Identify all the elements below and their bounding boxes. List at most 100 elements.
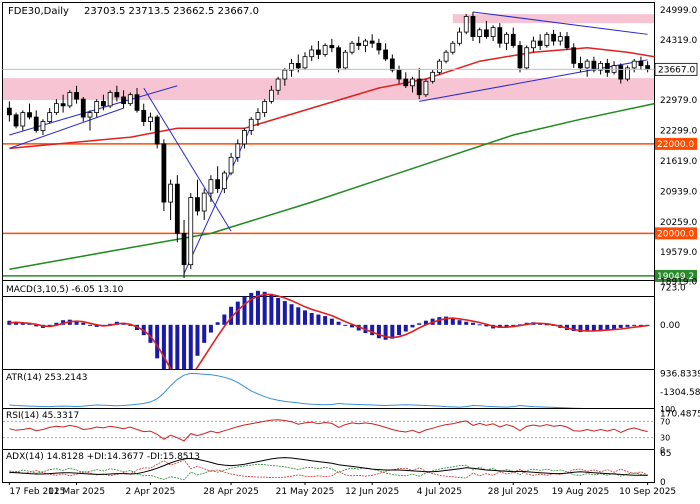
time-tick-label: 12 Jun 2025 — [345, 487, 399, 497]
macd-histogram-bar — [162, 325, 166, 374]
candle-down — [182, 233, 186, 264]
candle-down — [404, 79, 408, 86]
candle-up — [545, 34, 549, 45]
macd-histogram-bar — [296, 307, 300, 325]
candle-up — [343, 52, 347, 68]
candle-up — [558, 37, 562, 41]
candle-down — [484, 30, 488, 37]
macd-signal-line — [9, 294, 647, 380]
macd-histogram-bar — [222, 315, 226, 325]
price-tick-label: 20259.0 — [660, 218, 697, 228]
candle-down — [75, 92, 79, 99]
ohlc-readout: 23703.5 23713.5 23662.5 23667.0 — [84, 6, 259, 17]
candle-down — [115, 92, 119, 96]
candle-down — [572, 48, 576, 64]
macd-histogram-bar — [592, 325, 596, 331]
candle-up — [458, 32, 462, 43]
candle-down — [370, 41, 374, 43]
candle-up — [491, 28, 495, 37]
adx-axis: 650 — [660, 449, 671, 488]
macd-tick-label: 723.0 — [660, 284, 686, 294]
candle-up — [525, 48, 529, 68]
candle-up — [585, 61, 589, 68]
level-label: 20000.0 — [657, 229, 694, 239]
candle-up — [350, 43, 354, 52]
rsi-tick-label: 30 — [660, 434, 670, 443]
candle-down — [142, 110, 146, 121]
rsi-pane-frame — [3, 409, 655, 451]
candle-up — [437, 61, 441, 72]
resistance-band — [3, 78, 654, 100]
candle-up — [209, 180, 213, 193]
price-tick-label: 20939.0 — [660, 187, 697, 197]
macd-axis: 723.00.00-1304.58 — [660, 284, 700, 399]
time-tick-label: 28 Apr 2025 — [203, 487, 259, 497]
candle-up — [229, 157, 233, 173]
macd-histogram-bar — [370, 325, 374, 335]
candle-up — [505, 34, 509, 43]
level-label: 22000.0 — [657, 140, 694, 150]
rsi-tick-label: 100 — [660, 405, 675, 414]
adx-label: ADX(14) 14.8128 +DI:14.3677 -DI:15.8513 — [6, 452, 200, 462]
macd-histogram-bar — [189, 325, 193, 371]
macd-histogram-bar — [202, 325, 206, 343]
macd-tick-label: 0.00 — [660, 321, 680, 331]
candle-up — [451, 43, 455, 52]
time-tick-label: 21 May 2025 — [276, 487, 335, 497]
candle-up — [128, 95, 132, 104]
candle-down — [498, 28, 502, 44]
candle-up — [276, 79, 280, 90]
candle-up — [256, 113, 260, 120]
adx-tick-label: 65 — [660, 449, 671, 459]
price-tick-label: 22979.0 — [660, 96, 697, 106]
candle-down — [377, 43, 381, 50]
candle-up — [531, 41, 535, 48]
candle-up — [323, 45, 327, 54]
candle-down — [175, 184, 179, 233]
candle-up — [243, 130, 247, 143]
candle-down — [337, 48, 341, 68]
candle-down — [605, 63, 609, 72]
candle-down — [81, 99, 85, 117]
candle-down — [14, 115, 18, 126]
price-tick-label: 24319.0 — [660, 36, 697, 46]
macd-histogram-bar — [377, 325, 381, 338]
macd-histogram-bar — [417, 323, 421, 325]
macd-histogram-bar — [148, 325, 152, 343]
candle-up — [464, 16, 468, 32]
candle-up — [148, 117, 152, 121]
macd-histogram-bar — [216, 322, 220, 325]
macd-histogram-bar — [236, 302, 240, 325]
macd-histogram-bar — [410, 325, 414, 328]
macd-histogram-bar — [632, 325, 636, 326]
candle-down — [552, 34, 556, 41]
candle-up — [249, 119, 253, 130]
macd-histogram-bar — [263, 292, 267, 325]
candle-down — [162, 144, 166, 202]
macd-histogram-bar — [458, 320, 462, 325]
candle-down — [195, 198, 199, 211]
price-tick-label: 19579.0 — [660, 248, 697, 258]
candle-up — [108, 92, 112, 105]
time-tick-label: 2 Apr 2025 — [125, 487, 175, 497]
candle-up — [202, 193, 206, 211]
macd-histogram-bar — [323, 316, 327, 325]
candle-up — [310, 50, 314, 57]
candle-down — [538, 41, 542, 45]
candle-up — [263, 101, 267, 112]
candle-up — [478, 30, 482, 37]
macd-histogram-bar — [249, 293, 253, 325]
current-price-label: 23667.0 — [658, 65, 695, 75]
macd-histogram-bar — [404, 325, 408, 332]
candle-down — [511, 34, 515, 45]
candle-down — [7, 108, 11, 115]
atr-tick-label: 936.8339 — [660, 369, 700, 379]
price-axis: 22000.020000.019049.224999.024319.023639… — [655, 6, 697, 288]
atr-label: ATR(14) 253.2143 — [6, 373, 88, 383]
macd-histogram-bar — [269, 295, 273, 325]
